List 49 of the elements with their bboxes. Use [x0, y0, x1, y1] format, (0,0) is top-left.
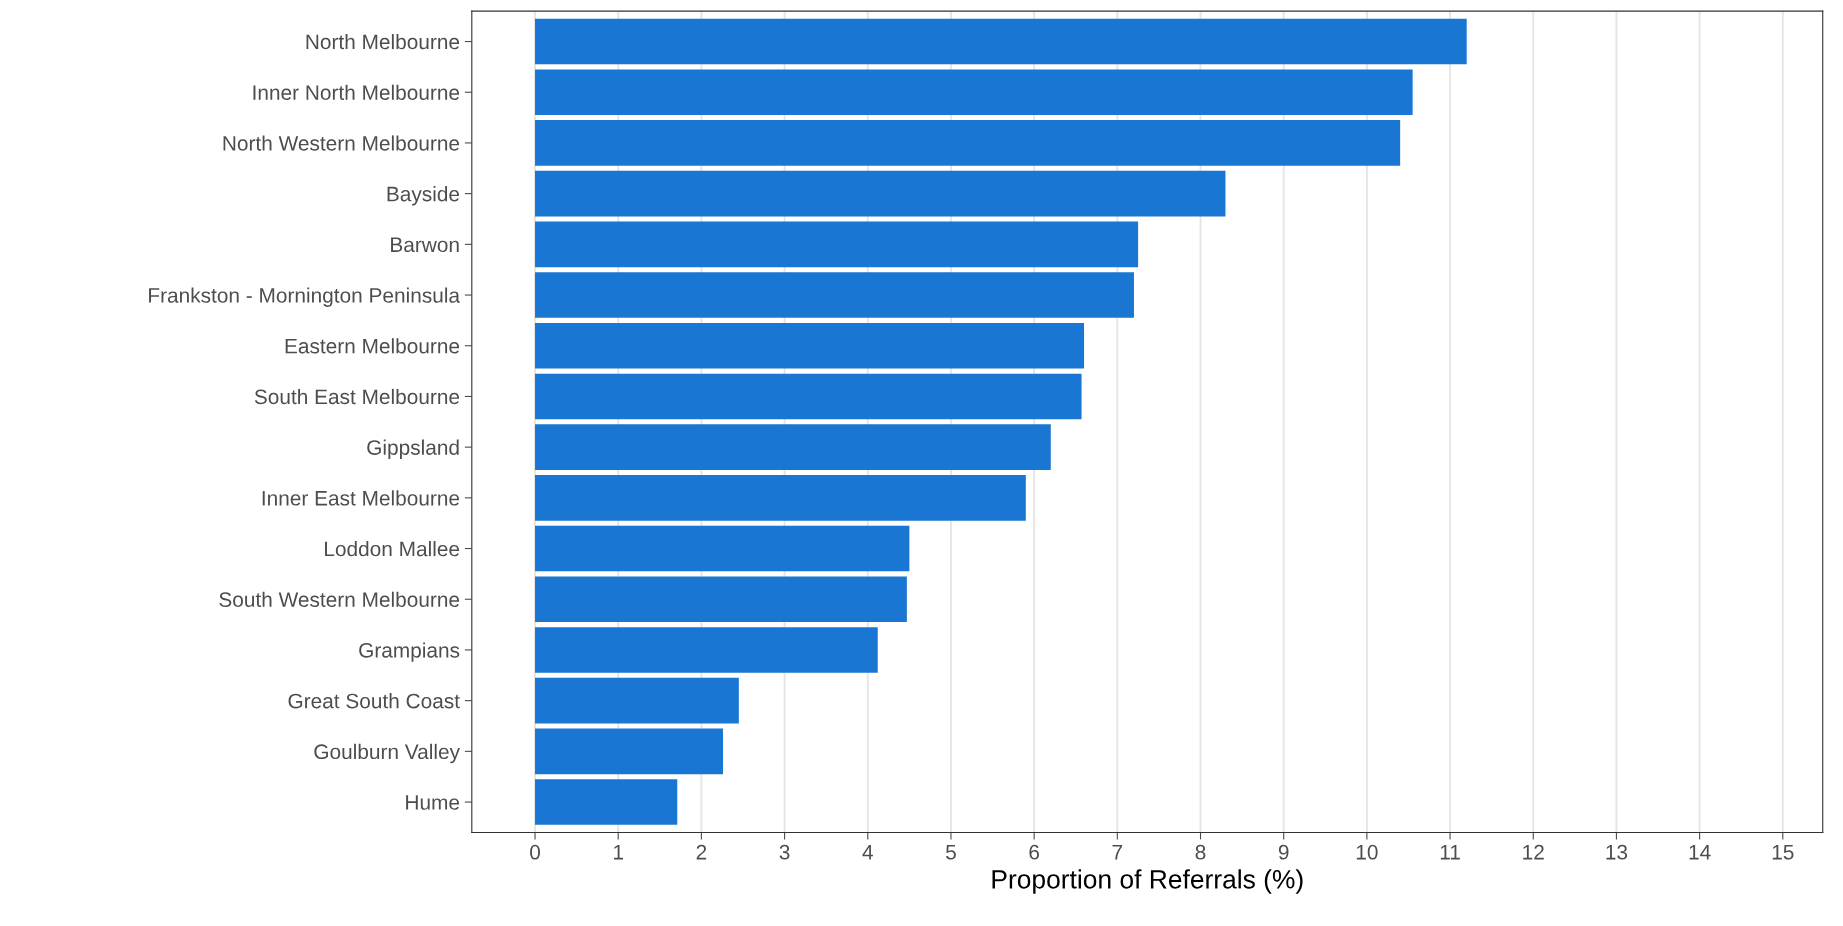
y-tick-label: Loddon Mallee	[325, 541, 460, 557]
y-tick-label: Gippsland	[367, 439, 459, 460]
y-tick-label: Grampians	[359, 642, 460, 662]
x-axis-title: Proportion of Referrals (%)	[992, 869, 1303, 894]
y-tick-label: Frankston - Mornington Peninsula	[149, 287, 461, 307]
bar	[535, 728, 724, 775]
x-tick-label: 1	[614, 845, 623, 860]
x-tick-label: 7	[1112, 845, 1123, 860]
bar	[535, 221, 1139, 268]
x-tick-label: 6	[1029, 844, 1040, 860]
bar	[535, 18, 1467, 65]
bar	[535, 677, 739, 724]
y-tick-label: North Western Melbourne	[223, 135, 460, 151]
y-tick-label: Hume	[406, 795, 460, 810]
y-tick-label: Eastern Melbourne	[285, 338, 460, 354]
y-tick-label: Goulburn Valley	[314, 743, 460, 764]
bar	[535, 627, 878, 673]
y-tick-label: South East Melbourne	[254, 388, 460, 405]
x-tick-label: 3	[779, 844, 790, 860]
x-tick-label: 9	[1278, 844, 1289, 860]
y-tick-label: Great South Coast	[288, 693, 460, 709]
bar	[535, 120, 1401, 166]
y-tick-label: North Melbourne	[306, 33, 460, 50]
y-tick-label: South Western Melbourne	[219, 591, 460, 607]
bar	[535, 170, 1226, 217]
x-tick-label: 14	[1689, 845, 1711, 860]
x-tick-label: 0	[530, 844, 541, 860]
bar	[535, 779, 678, 825]
bar	[535, 69, 1413, 116]
y-tick-label: Inner North Melbourne	[253, 84, 460, 100]
bar	[535, 424, 1051, 470]
bar	[535, 525, 910, 572]
bar	[535, 576, 907, 623]
y-tick-label: Bayside	[387, 186, 460, 206]
x-tick-label: 8	[1195, 844, 1206, 860]
x-tick-label: 11	[1440, 845, 1460, 860]
bar	[535, 322, 1085, 369]
x-tick-label: 12	[1523, 844, 1544, 860]
bar	[535, 373, 1082, 420]
bar	[535, 272, 1134, 318]
x-tick-label: 2	[696, 844, 707, 860]
x-tick-label: 5	[945, 845, 956, 860]
x-tick-label: 15	[1772, 845, 1794, 860]
y-tick-label: Inner East Melbourne	[262, 490, 460, 506]
x-tick-label: 10	[1356, 844, 1378, 860]
y-tick-label: Barwon	[391, 237, 459, 253]
x-tick-label: 13	[1606, 844, 1628, 860]
bar	[535, 475, 1026, 521]
x-tick-label: 4	[862, 845, 873, 860]
